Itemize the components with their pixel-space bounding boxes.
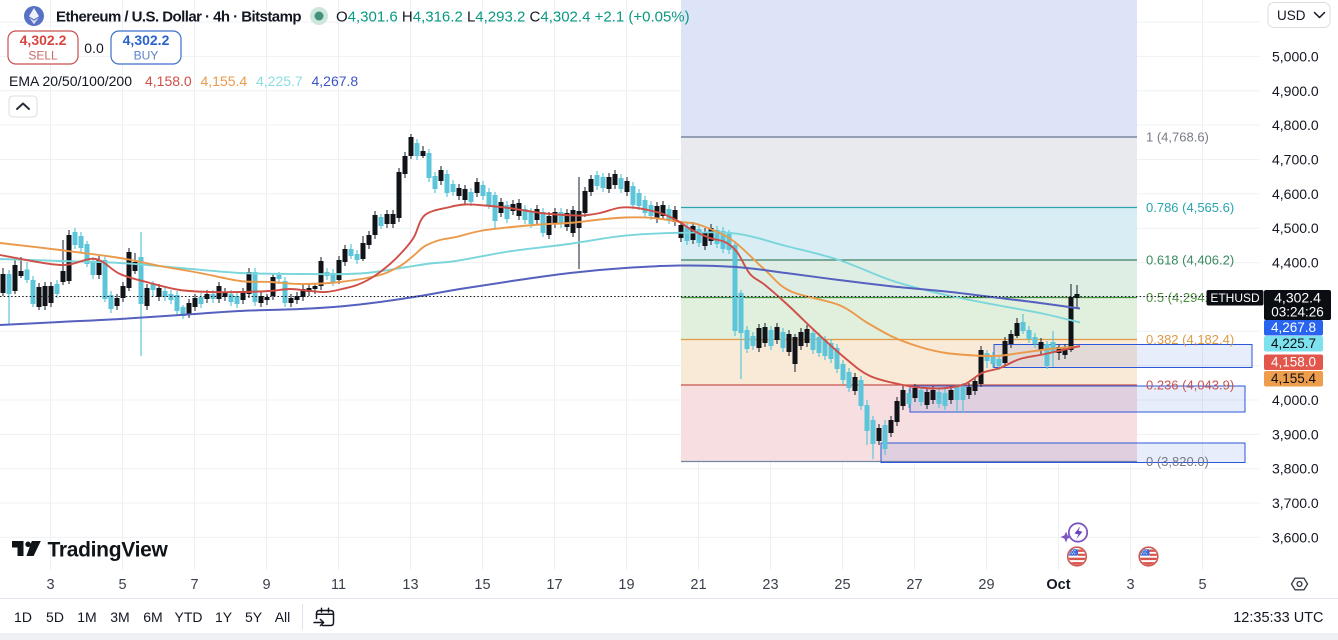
svg-text:4,302.2: 4,302.2 (20, 32, 67, 48)
svg-text:3,800.0: 3,800.0 (1272, 461, 1319, 477)
svg-text:EMA 20/50/100/200: EMA 20/50/100/200 (9, 73, 132, 89)
svg-text:TradingView: TradingView (48, 539, 169, 562)
svg-text:0.236 (4,043.9): 0.236 (4,043.9) (1146, 378, 1234, 393)
svg-text:29: 29 (978, 577, 994, 593)
svg-text:4,500.0: 4,500.0 (1272, 220, 1319, 236)
svg-text:27: 27 (906, 577, 922, 593)
svg-text:13: 13 (402, 577, 418, 593)
svg-text:0 (3,820.0): 0 (3,820.0) (1146, 454, 1209, 469)
svg-text:5,000.0: 5,000.0 (1272, 48, 1319, 64)
svg-text:5: 5 (1198, 577, 1206, 593)
svg-text:0.786 (4,565.6): 0.786 (4,565.6) (1146, 200, 1234, 215)
svg-text:Ethereum / U.S. Dollar · 4h ·: Ethereum / U.S. Dollar · 4h · Bitstamp (56, 9, 301, 26)
svg-text:9: 9 (262, 577, 270, 593)
svg-text:BUY: BUY (134, 49, 159, 63)
svg-text:0.382 (4,182.4): 0.382 (4,182.4) (1146, 332, 1234, 347)
svg-text:YTD: YTD (175, 609, 203, 625)
svg-text:4,000.0: 4,000.0 (1272, 392, 1319, 408)
svg-text:3,700.0: 3,700.0 (1272, 495, 1319, 511)
svg-text:11: 11 (331, 577, 346, 593)
svg-text:6M: 6M (143, 609, 162, 625)
svg-text:4,400.0: 4,400.0 (1272, 255, 1319, 271)
svg-text:21: 21 (690, 577, 706, 593)
svg-text:7: 7 (190, 577, 198, 593)
svg-text:4,600.0: 4,600.0 (1272, 186, 1319, 202)
svg-text:15: 15 (474, 577, 490, 593)
svg-text:All: All (275, 609, 291, 625)
svg-text:4,155.4: 4,155.4 (201, 73, 248, 89)
svg-text:0.0: 0.0 (84, 40, 104, 56)
svg-text:23: 23 (762, 577, 778, 593)
svg-text:4,302.2: 4,302.2 (123, 32, 170, 48)
svg-text:3: 3 (1126, 577, 1134, 593)
svg-text:SELL: SELL (28, 49, 58, 63)
svg-text:25: 25 (834, 577, 850, 593)
svg-text:4,800.0: 4,800.0 (1272, 117, 1319, 133)
svg-text:4,158.0: 4,158.0 (145, 73, 192, 89)
svg-text:12:35:33 UTC: 12:35:33 UTC (1233, 610, 1323, 626)
svg-text:4,267.8: 4,267.8 (312, 73, 359, 89)
svg-text:4,225.7: 4,225.7 (1271, 336, 1316, 351)
svg-text:5D: 5D (46, 609, 64, 625)
svg-text:3: 3 (46, 577, 54, 593)
svg-text:1M: 1M (77, 609, 96, 625)
svg-text:5: 5 (118, 577, 126, 593)
svg-text:4,900.0: 4,900.0 (1272, 83, 1319, 99)
svg-text:3M: 3M (110, 609, 129, 625)
svg-text:0.618 (4,406.2): 0.618 (4,406.2) (1146, 253, 1234, 268)
svg-text:4,155.4: 4,155.4 (1271, 371, 1317, 386)
svg-text:ETHUSD: ETHUSD (1210, 291, 1260, 305)
svg-text:4,700.0: 4,700.0 (1272, 152, 1319, 168)
svg-text:4,225.7: 4,225.7 (256, 73, 303, 89)
svg-text:0.5 (4,294.3): 0.5 (4,294.3) (1146, 290, 1220, 305)
svg-text:O4,301.6 H4,316.2 L4,293.2 C4,: O4,301.6 H4,316.2 L4,293.2 C4,302.4 +2.1… (336, 9, 690, 26)
svg-text:4,158.0: 4,158.0 (1271, 355, 1316, 370)
svg-text:19: 19 (618, 577, 634, 593)
svg-text:5Y: 5Y (245, 609, 263, 625)
svg-text:03:24:26: 03:24:26 (1271, 305, 1324, 320)
svg-text:1Y: 1Y (215, 609, 233, 625)
svg-text:17: 17 (546, 577, 562, 593)
svg-text:4,302.4: 4,302.4 (1274, 290, 1321, 306)
svg-text:3,600.0: 3,600.0 (1272, 529, 1319, 545)
svg-text:Oct: Oct (1046, 577, 1070, 593)
svg-text:1 (4,768.6): 1 (4,768.6) (1146, 130, 1209, 145)
svg-text:3,900.0: 3,900.0 (1272, 426, 1319, 442)
svg-text:USD: USD (1277, 8, 1306, 23)
svg-text:1D: 1D (14, 609, 32, 625)
svg-text:4,267.8: 4,267.8 (1271, 320, 1316, 335)
